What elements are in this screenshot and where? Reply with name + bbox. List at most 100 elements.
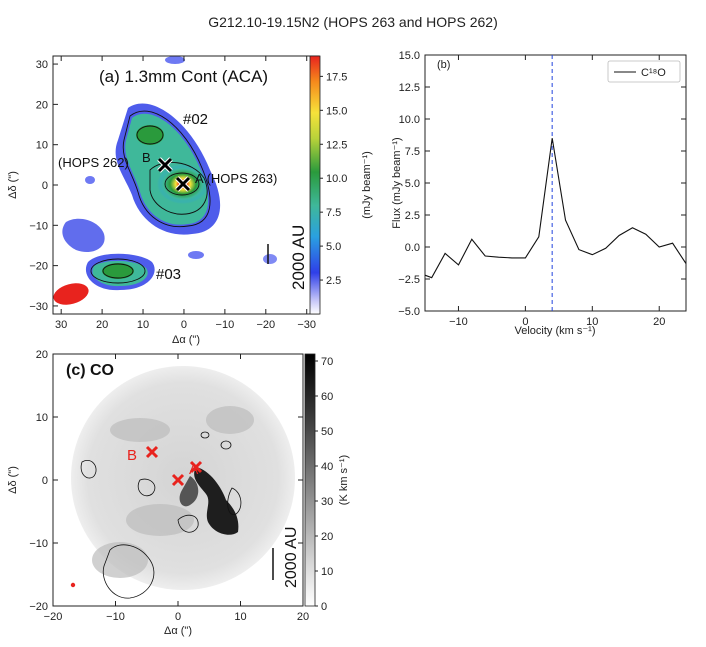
axes-b-ytick-label: 7.5 <box>405 146 420 158</box>
colorbar-a-tick-label: 7.5 <box>326 207 341 219</box>
label-c-a: A <box>189 461 199 477</box>
axes-a-xtick-label: 20 <box>96 319 108 331</box>
marker-c-b <box>145 445 159 459</box>
emission-patch-small-4 <box>263 254 277 264</box>
marker-a <box>175 176 191 192</box>
emission-patch-small-2 <box>188 251 204 259</box>
label-02: #02 <box>183 111 208 128</box>
axes-a-ytick-label: 0 <box>42 180 48 192</box>
colorbar-c-tick-label: 40 <box>321 461 333 473</box>
contour-02-mid <box>149 162 208 215</box>
panel-a-label: (a) 1.3mm Cont (ACA) <box>99 67 268 86</box>
emission-patch-small-3 <box>165 56 185 64</box>
axes-b-ylabel: Flux (mJy beam⁻¹) <box>391 137 403 228</box>
axes-b-ytick-label: 5.0 <box>405 178 420 190</box>
colorbar-a-ticks: 2.5 5.0 7.5 10.0 12.5 15.0 17.5 <box>320 71 347 287</box>
panel-c-label: (c) CO <box>66 362 114 379</box>
axes-c-ytick-label: −20 <box>29 601 48 613</box>
colorbar-c-tick-label: 10 <box>321 566 333 578</box>
label-03: #03 <box>156 266 181 283</box>
axes-b-ytick-label: 2.5 <box>405 210 420 222</box>
colorbar-c-tick-label: 50 <box>321 426 333 438</box>
axes-c-xtick-label: −20 <box>44 611 63 623</box>
axes-c-xtick-label: 0 <box>175 611 181 623</box>
axes-c-ytick-label: −10 <box>29 538 48 550</box>
axes-b-xtick-label: 20 <box>653 316 665 328</box>
figure-title: G212.10-19.15N2 (HOPS 263 and HOPS 262) <box>208 14 498 30</box>
panel-c: B A 2000 AU (c) CO −20 −10 0 10 20 −20 −10 0 10 2… <box>7 349 350 637</box>
axes-c-ylabel: Δδ (") <box>7 466 19 494</box>
legend-entry-c18o: C¹⁸O <box>641 67 666 79</box>
colorbar-a-tick-label: 12.5 <box>326 139 347 151</box>
axes-a-ytick-label: 30 <box>36 59 48 71</box>
axes-a-ytick-label: −10 <box>29 220 48 232</box>
contour-03-inner <box>102 263 134 279</box>
colorbar-a-tick-label: 15.0 <box>326 105 347 117</box>
axes-b-ticks: −10 0 10 20 −5.0 −2.5 0.0 2.5 5.0 7.5 10.0 12.5 15.0 <box>398 50 686 328</box>
emission-patch-left <box>62 218 105 253</box>
axes-b-ytick-label: −5.0 <box>398 306 420 318</box>
axes-c-ytick-label: 10 <box>36 412 48 424</box>
axes-b-ytick-label: 10.0 <box>399 114 420 126</box>
axes-a-ytick-label: −30 <box>29 301 48 313</box>
emission-green-02 <box>136 125 164 145</box>
co-outflow <box>194 467 239 535</box>
marker-c-a2 <box>189 460 203 474</box>
axes-c-xtick-label: 10 <box>234 611 246 623</box>
scale-bar-c-label: 2000 AU <box>283 527 300 588</box>
beam-ellipse <box>53 283 89 305</box>
co-contour-5 <box>220 440 232 450</box>
contour-03-outer <box>90 258 146 284</box>
axes-c-ytick-label: 0 <box>42 475 48 487</box>
co-patch-2 <box>206 406 254 434</box>
label-a-hops263: A (HOPS 263) <box>195 171 277 186</box>
axes-a-xtick-label: −10 <box>216 319 235 331</box>
contour-02-top <box>136 125 164 145</box>
marker-b <box>157 157 173 173</box>
colorbar-c-tick-label: 0 <box>321 601 327 613</box>
co-contour-6 <box>200 431 210 439</box>
co-contour-7 <box>227 487 242 515</box>
axes-c-ytick-label: 20 <box>36 349 48 361</box>
colorbar-c-tick-label: 70 <box>321 356 333 368</box>
axes-b-ytick-label: 12.5 <box>399 82 420 94</box>
colorbar-a-label: (mJy beam⁻¹) <box>361 151 373 219</box>
axes-a-xtick-label: −20 <box>256 319 275 331</box>
scale-bar-a-label: 2000 AU <box>289 225 308 290</box>
colorbar-c-label: (K km s⁻¹) <box>338 455 350 505</box>
panel-a: 2000 AU (a) 1.3mm Cont (ACA) #02 #03 (HO… <box>7 55 373 346</box>
colorbar-a-tick-label: 2.5 <box>326 275 341 287</box>
co-outflow-2 <box>179 476 199 507</box>
axes-a-xlabel: Δα (") <box>172 334 200 346</box>
axes-a-ytick-label: 20 <box>36 99 48 111</box>
axes-a-ticks: 30 20 10 0 −10 −20 −30 −30 −20 −10 0 10 20 30 <box>29 56 319 331</box>
label-hops262: (HOPS 262) <box>58 155 129 170</box>
label-c-b: B <box>127 447 137 464</box>
legend-b: C¹⁸O <box>607 60 681 83</box>
axes-c-xtick-label: −10 <box>106 611 125 623</box>
axes-b-xlabel: Velocity (km s⁻¹) <box>515 325 596 337</box>
colorbar-c <box>304 353 316 607</box>
colorbar-c-ticks: 0 10 20 30 40 50 60 70 <box>315 356 333 613</box>
panel-b-label: (b) <box>437 59 450 71</box>
marker-c-a1 <box>171 473 185 487</box>
axes-c-xtick-label: 20 <box>297 611 309 623</box>
co-patch-4 <box>92 542 148 578</box>
co-patch-1 <box>110 418 170 442</box>
colorbar-a-tick-label: 5.0 <box>326 241 341 253</box>
co-contour-2 <box>80 460 97 479</box>
emission-patch-small-1 <box>85 176 95 184</box>
axes-b-xtick-label: −10 <box>449 316 468 328</box>
axes-a-xtick-label: 0 <box>181 319 187 331</box>
colorbar-c-tick-label: 20 <box>321 531 333 543</box>
axes-b-xtick-label: 0 <box>522 316 528 328</box>
colorbar-a-tick-label: 17.5 <box>326 71 347 83</box>
axes-b-ytick-label: 15.0 <box>399 50 420 62</box>
axes-a-ytick-label: 10 <box>36 140 48 152</box>
axes-a-ylabel: Δδ (") <box>7 171 19 199</box>
axes-b-ytick-label: −2.5 <box>398 274 420 286</box>
spectrum-line-c18o <box>424 138 687 279</box>
co-contour-1 <box>102 544 155 599</box>
colorbar-a <box>309 55 321 315</box>
